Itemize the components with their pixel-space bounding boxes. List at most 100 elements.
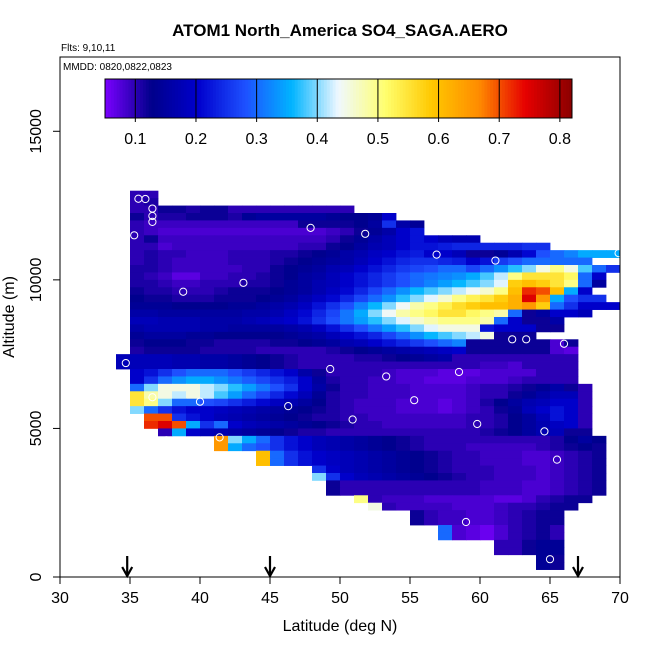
heatmap-cell bbox=[550, 547, 565, 556]
heatmap-cell bbox=[228, 331, 243, 340]
heatmap-cell bbox=[452, 242, 467, 251]
heatmap-cell bbox=[284, 317, 299, 325]
heatmap-cell bbox=[354, 376, 369, 385]
heatmap-cell bbox=[368, 272, 383, 281]
colorbar-segment bbox=[245, 79, 249, 118]
heatmap-cell bbox=[494, 383, 509, 392]
heatmap-cell bbox=[466, 317, 481, 325]
heatmap-cell bbox=[410, 450, 425, 459]
heatmap-cell bbox=[508, 495, 523, 504]
heatmap-cell bbox=[410, 242, 425, 251]
heatmap-cell bbox=[312, 391, 327, 400]
heatmap-cell bbox=[438, 525, 453, 533]
heatmap-cell bbox=[340, 213, 355, 221]
heatmap-cell bbox=[396, 317, 411, 325]
heatmap-cell bbox=[396, 413, 411, 422]
heatmap-cell bbox=[354, 458, 369, 466]
track-point bbox=[522, 335, 531, 344]
heatmap-cell bbox=[214, 205, 229, 214]
heatmap-cell bbox=[382, 428, 397, 437]
heatmap-cell bbox=[578, 391, 593, 400]
heatmap-cell bbox=[298, 309, 313, 318]
heatmap-cell bbox=[242, 220, 257, 229]
track-point bbox=[195, 397, 205, 406]
heatmap-cell bbox=[396, 443, 411, 452]
heatmap-cell bbox=[564, 502, 579, 511]
heatmap-cell bbox=[564, 450, 579, 459]
heatmap-cell bbox=[340, 250, 355, 258]
heatmap-cell bbox=[284, 346, 299, 355]
heatmap-cell bbox=[130, 391, 145, 400]
heatmap-cell bbox=[340, 413, 355, 422]
heatmap-cell bbox=[158, 376, 173, 385]
heatmap-cell bbox=[158, 331, 173, 340]
colorbar-segment bbox=[431, 79, 436, 118]
heatmap-cell bbox=[214, 413, 229, 422]
heatmap-cell bbox=[256, 413, 271, 422]
heatmap-cell bbox=[130, 220, 145, 229]
heatmap-cell bbox=[298, 450, 313, 459]
heatmap-cell bbox=[172, 406, 187, 414]
heatmap-cell bbox=[438, 309, 453, 318]
heatmap-cell bbox=[466, 250, 481, 258]
heatmap-cell bbox=[382, 406, 397, 414]
heatmap-cell bbox=[438, 450, 453, 459]
heatmap-cell bbox=[312, 369, 327, 377]
heatmap-cell bbox=[536, 369, 551, 377]
heatmap-cell bbox=[424, 354, 439, 362]
heatmap-cell bbox=[494, 354, 509, 362]
heatmap-cell bbox=[298, 413, 313, 422]
heatmap-cell bbox=[592, 250, 607, 258]
colorbar-segment bbox=[195, 79, 199, 118]
heatmap-cell bbox=[214, 227, 229, 236]
heatmap-cell bbox=[228, 279, 243, 288]
heatmap-cell bbox=[242, 302, 257, 310]
heatmap-cells bbox=[116, 190, 621, 570]
heatmap-cell bbox=[522, 398, 537, 407]
heatmap-cell bbox=[592, 450, 607, 459]
heatmap-cell bbox=[340, 369, 355, 377]
heatmap-cell bbox=[242, 242, 257, 251]
heatmap-cell bbox=[522, 450, 537, 459]
colorbar-segment bbox=[382, 79, 386, 118]
heatmap-cell bbox=[340, 309, 355, 318]
heatmap-cell bbox=[242, 250, 257, 258]
heatmap-cell bbox=[508, 317, 523, 325]
heatmap-cell bbox=[214, 213, 229, 221]
heatmap-cell bbox=[298, 435, 313, 444]
heatmap-cell bbox=[326, 398, 341, 407]
heatmap-cell bbox=[214, 369, 229, 377]
heatmap-cell bbox=[480, 406, 495, 414]
colorbar-segment bbox=[566, 79, 570, 118]
heatmap-cell bbox=[242, 369, 257, 377]
colorbar-segment bbox=[501, 79, 506, 118]
heatmap-cell bbox=[284, 294, 299, 303]
colorbar-segment bbox=[312, 79, 316, 118]
heatmap-cell bbox=[354, 309, 369, 318]
heatmap-cell bbox=[340, 443, 355, 452]
heatmap-cell bbox=[522, 539, 537, 548]
heatmap-cell bbox=[130, 294, 145, 303]
heatmap-cell bbox=[522, 443, 537, 452]
heatmap-cell bbox=[144, 339, 159, 348]
heatmap-cell bbox=[438, 294, 453, 303]
heatmap-cell bbox=[424, 339, 439, 348]
heatmap-cell bbox=[312, 473, 327, 481]
heatmap-cell bbox=[508, 265, 523, 273]
heatmap-cell bbox=[424, 324, 439, 333]
heatmap-cell bbox=[284, 279, 299, 288]
heatmap-cell bbox=[578, 279, 593, 288]
heatmap-cell bbox=[326, 235, 341, 244]
heatmap-cell bbox=[200, 242, 215, 251]
heatmap-cell bbox=[130, 287, 145, 296]
heatmap-cell bbox=[186, 287, 201, 296]
heatmap-cell bbox=[172, 376, 187, 385]
track-point bbox=[348, 415, 357, 424]
heatmap-cell bbox=[424, 406, 439, 414]
colorbar-segment bbox=[475, 79, 480, 118]
heatmap-cell bbox=[438, 495, 453, 504]
heatmap-cell bbox=[186, 317, 201, 325]
heatmap-cell bbox=[494, 406, 509, 414]
heatmap-cell bbox=[382, 339, 397, 348]
heatmap-cell bbox=[550, 265, 565, 273]
